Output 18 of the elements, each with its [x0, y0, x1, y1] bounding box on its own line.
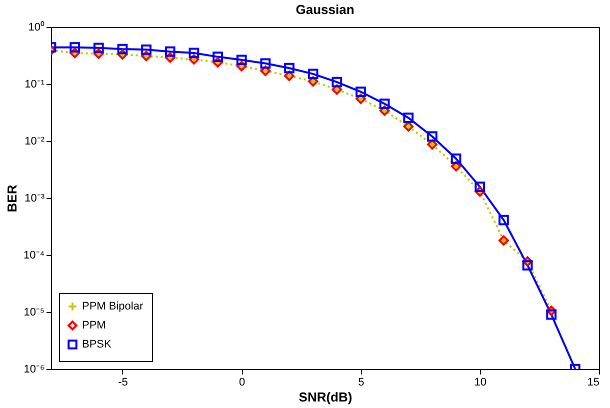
y-tick-label: 10⁻⁴: [24, 250, 45, 262]
legend-label: PPM Bipolar: [82, 300, 144, 312]
x-tick-label: 0: [239, 376, 246, 388]
x-tick-label: -5: [118, 376, 128, 388]
x-axis-title: SNR(dB): [298, 390, 352, 404]
x-tick-label: 15: [587, 376, 600, 388]
x-tick-label: 10: [474, 376, 486, 388]
y-tick-label: 10⁻⁵: [24, 306, 44, 318]
chart-title: Gaussian: [296, 2, 354, 17]
y-tick-label: 10⁻³: [24, 192, 45, 204]
y-tick-label: 10⁻²: [24, 136, 45, 148]
y-tick-label: 10⁻⁶: [24, 364, 44, 376]
x-tick-label: 5: [358, 376, 364, 388]
legend-label: BPSK: [82, 338, 112, 350]
y-axis-title: BER: [4, 184, 20, 212]
y-tick-label: 10⁻¹: [24, 78, 45, 90]
legend-label: PPM: [82, 320, 106, 332]
y-tick-label: 10⁰: [28, 20, 44, 34]
